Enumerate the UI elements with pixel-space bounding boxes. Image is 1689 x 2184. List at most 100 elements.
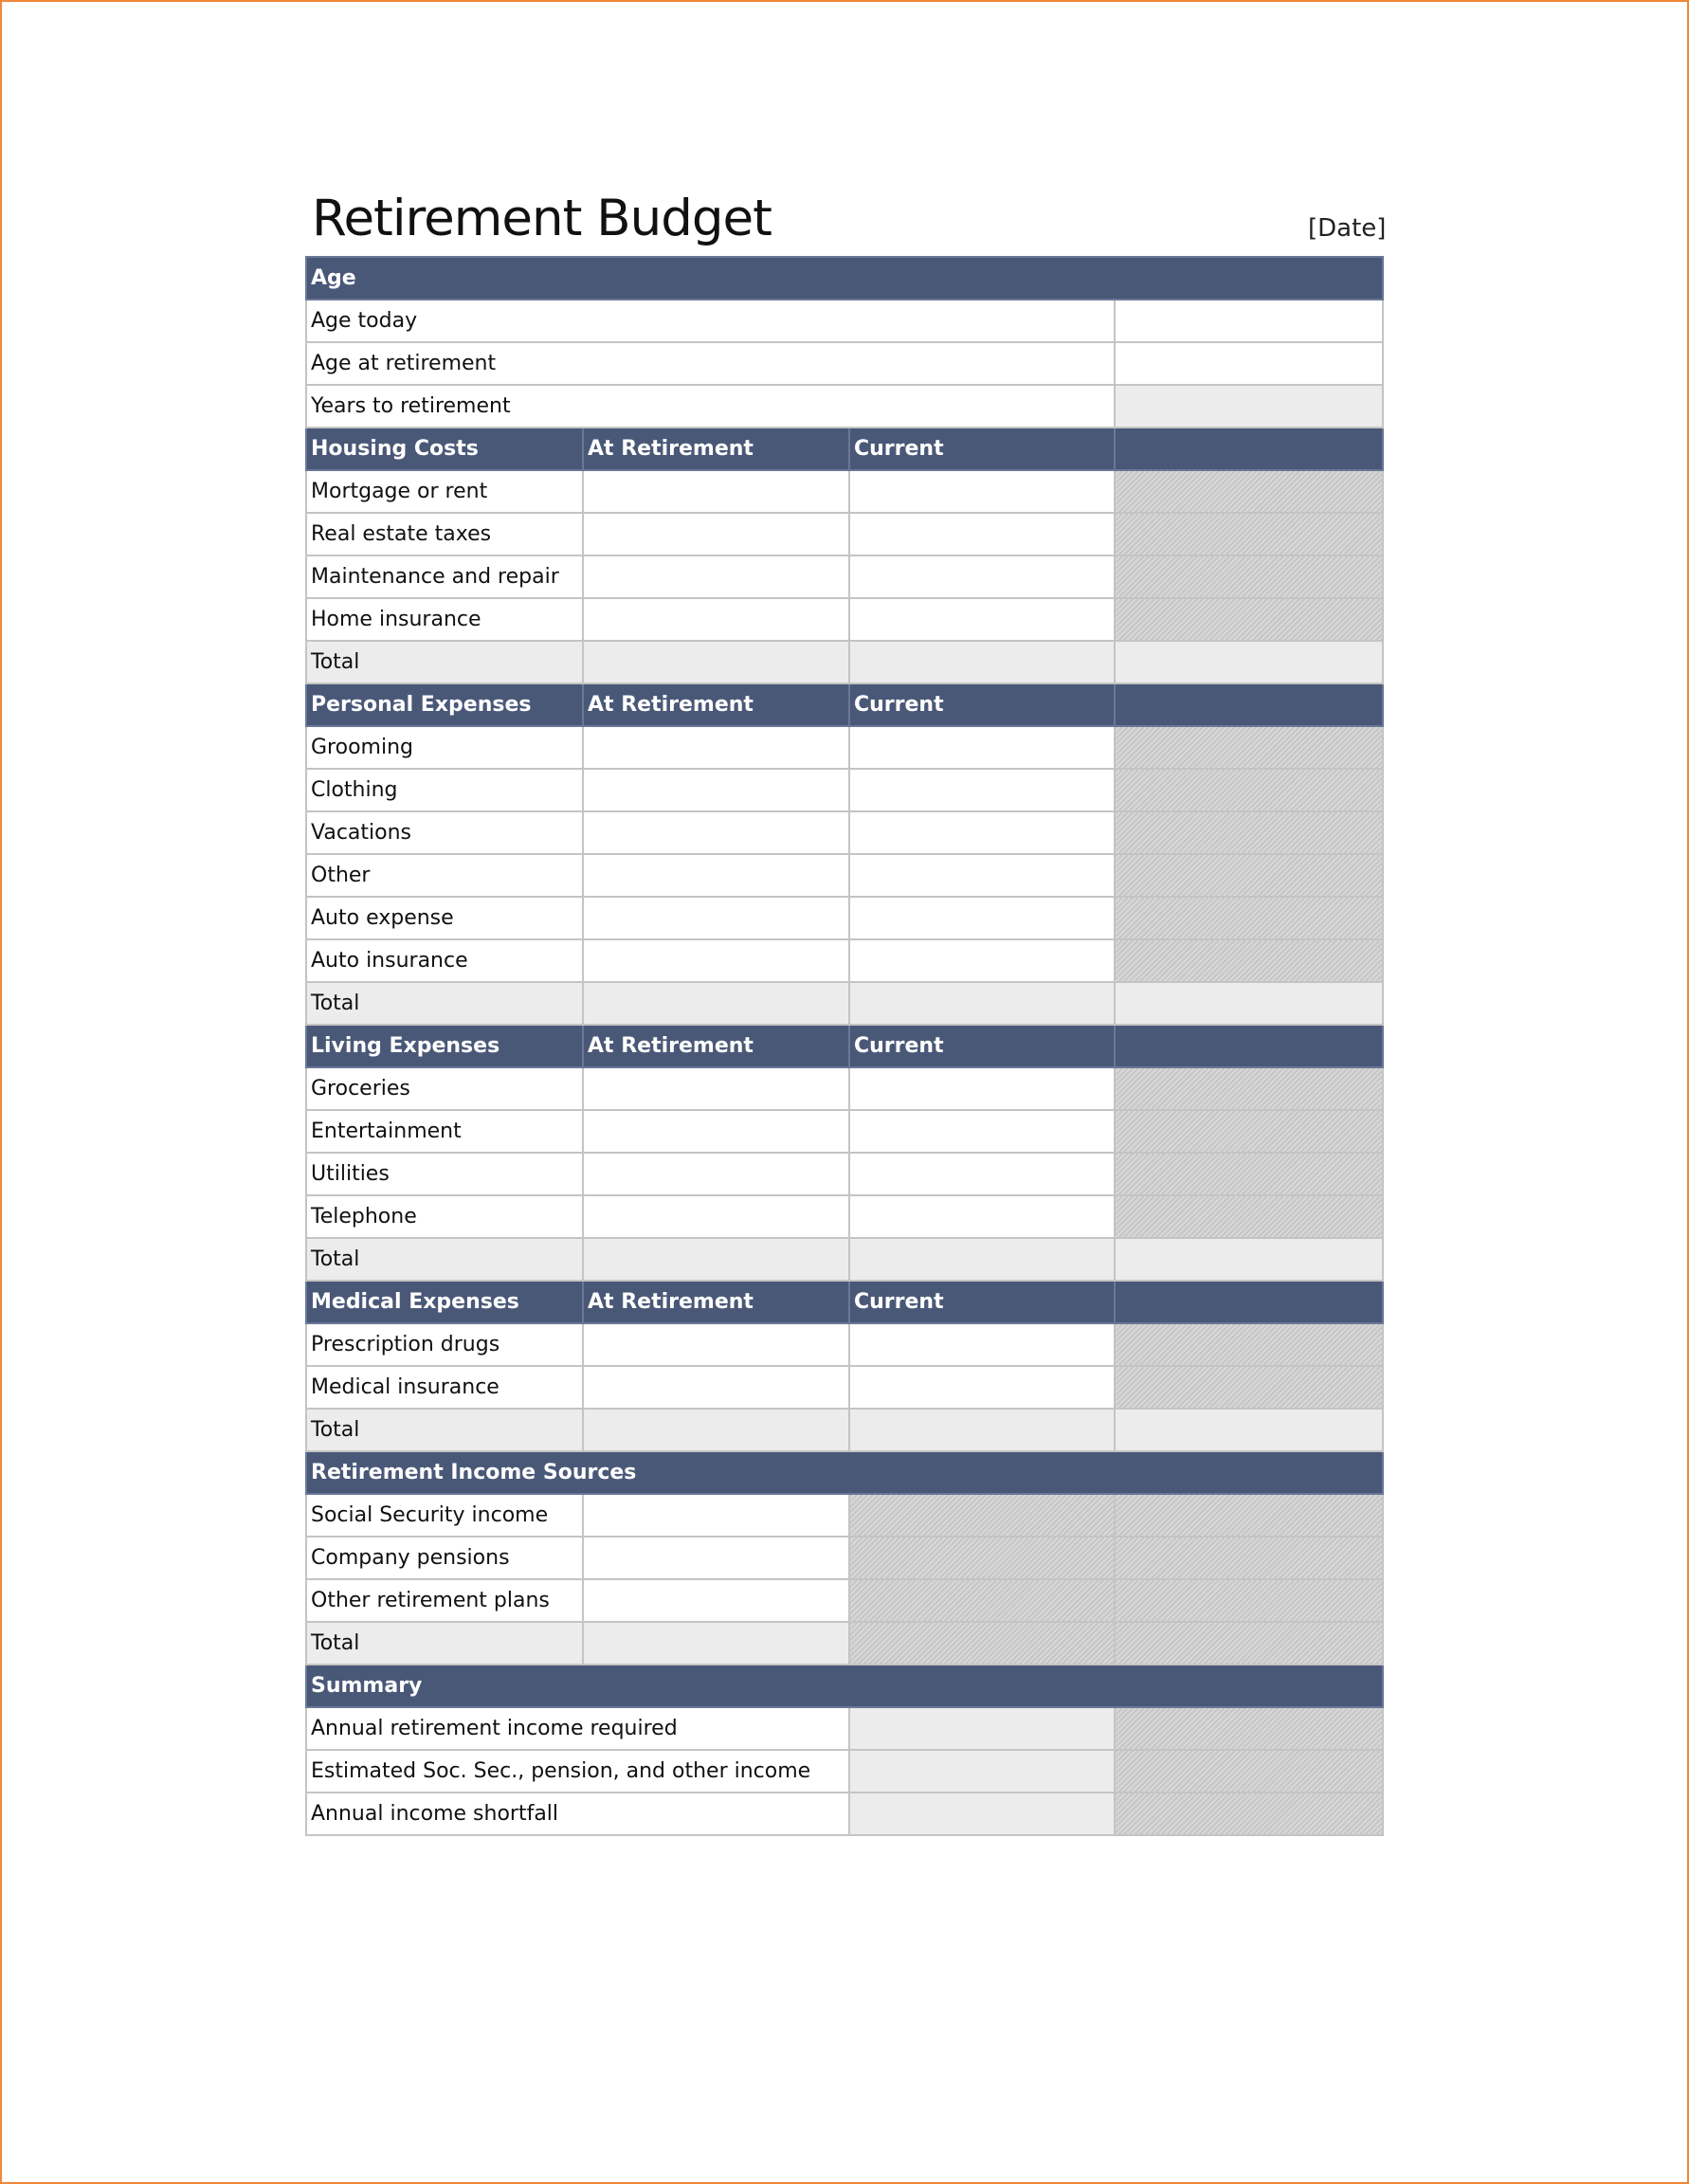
at-retirement-input[interactable] — [582, 853, 850, 898]
amount-input[interactable] — [582, 1578, 850, 1623]
hatched-cell — [1113, 1066, 1385, 1111]
row-label: Years to retirement — [305, 384, 1116, 428]
at-retirement-input[interactable] — [582, 512, 850, 556]
blank-cell — [1113, 981, 1385, 1026]
row-label: Utilities — [305, 1152, 584, 1196]
hatched-cell — [1113, 555, 1385, 599]
current-input[interactable] — [848, 555, 1116, 599]
at-retirement-input[interactable] — [582, 768, 850, 812]
total-row: Total — [305, 981, 1385, 1026]
at-retirement-input[interactable] — [582, 597, 850, 642]
total-row: Total — [305, 640, 1385, 684]
total-label: Total — [305, 1237, 584, 1282]
section-header: Age — [304, 256, 1385, 300]
column-header-current: Current — [848, 427, 1116, 471]
total-label: Total — [305, 981, 584, 1026]
current-input[interactable] — [848, 597, 1116, 642]
section-header: Summary — [304, 1664, 1385, 1708]
total-value — [582, 1621, 850, 1665]
total-current-value — [848, 1408, 1116, 1452]
hatched-cell — [848, 1536, 1116, 1580]
hatched-cell — [1113, 1109, 1385, 1154]
table-row: Other retirement plans — [305, 1578, 1385, 1623]
table-row: Age today — [305, 299, 1385, 343]
current-input[interactable] — [848, 810, 1116, 855]
at-retirement-input[interactable] — [582, 810, 850, 855]
section-title: Age — [304, 256, 1385, 300]
table-row: Auto expense — [305, 896, 1385, 940]
hatched-cell — [848, 1493, 1116, 1538]
section-header: Medical Expenses At Retirement Current — [305, 1280, 1385, 1324]
section-header: Living Expenses At Retirement Current — [305, 1024, 1385, 1068]
at-retirement-input[interactable] — [582, 1109, 850, 1154]
column-header-blank — [1113, 682, 1385, 727]
at-retirement-input[interactable] — [582, 1152, 850, 1196]
row-label: Other — [305, 853, 584, 898]
section-title: Housing Costs — [305, 427, 584, 471]
amount-input[interactable] — [582, 1536, 850, 1580]
row-label: Vacations — [305, 810, 584, 855]
current-input[interactable] — [848, 1322, 1116, 1367]
hatched-cell — [848, 1578, 1116, 1623]
table-row: Estimated Soc. Sec., pension, and other … — [305, 1749, 1385, 1793]
current-input[interactable] — [848, 768, 1116, 812]
table-row: Prescription drugs — [305, 1322, 1385, 1367]
current-input[interactable] — [848, 512, 1116, 556]
hatched-cell — [1113, 1194, 1385, 1239]
value-cell[interactable] — [1113, 299, 1385, 343]
row-label: Home insurance — [305, 597, 584, 642]
total-label: Total — [305, 1408, 584, 1452]
blank-cell — [1113, 1237, 1385, 1282]
table-row: Social Security income — [305, 1493, 1385, 1538]
hatched-cell — [1113, 1621, 1385, 1665]
value-cell[interactable] — [1113, 341, 1385, 386]
row-label: Prescription drugs — [305, 1322, 584, 1367]
at-retirement-input[interactable] — [582, 1066, 850, 1111]
current-input[interactable] — [848, 938, 1116, 983]
table-row: Annual retirement income required — [305, 1706, 1385, 1751]
current-input[interactable] — [848, 1066, 1116, 1111]
table-row: Clothing — [305, 768, 1385, 812]
row-label: Company pensions — [305, 1536, 584, 1580]
amount-input[interactable] — [582, 1493, 850, 1538]
row-label: Other retirement plans — [305, 1578, 584, 1623]
current-input[interactable] — [848, 725, 1116, 770]
at-retirement-input[interactable] — [582, 555, 850, 599]
at-retirement-input[interactable] — [582, 1365, 850, 1410]
table-row: Vacations — [305, 810, 1385, 855]
table-row: Telephone — [305, 1194, 1385, 1239]
calculated-value — [848, 1706, 1116, 1751]
current-input[interactable] — [848, 1109, 1116, 1154]
column-header-at-retirement: At Retirement — [582, 427, 850, 471]
date-field[interactable]: [Date] — [1308, 214, 1387, 243]
current-input[interactable] — [848, 469, 1116, 514]
current-input[interactable] — [848, 896, 1116, 940]
at-retirement-input[interactable] — [582, 896, 850, 940]
current-input[interactable] — [848, 1152, 1116, 1196]
table-row: Company pensions — [305, 1536, 1385, 1580]
column-header-at-retirement: At Retirement — [582, 1280, 850, 1324]
column-header-current: Current — [848, 1280, 1116, 1324]
at-retirement-input[interactable] — [582, 469, 850, 514]
current-input[interactable] — [848, 853, 1116, 898]
current-input[interactable] — [848, 1365, 1116, 1410]
hatched-cell — [1113, 1578, 1385, 1623]
at-retirement-input[interactable] — [582, 938, 850, 983]
total-label: Total — [305, 1621, 584, 1665]
hatched-cell — [1113, 1749, 1385, 1793]
current-input[interactable] — [848, 1194, 1116, 1239]
table-row: Home insurance — [305, 597, 1385, 642]
at-retirement-input[interactable] — [582, 1194, 850, 1239]
at-retirement-input[interactable] — [582, 1322, 850, 1367]
table-row: Grooming — [305, 725, 1385, 770]
table-row: Medical insurance — [305, 1365, 1385, 1410]
value-cell — [1113, 384, 1385, 428]
row-label: Medical insurance — [305, 1365, 584, 1410]
hatched-cell — [1113, 853, 1385, 898]
hatched-cell — [1113, 1536, 1385, 1580]
table-row: Utilities — [305, 1152, 1385, 1196]
row-label: Auto expense — [305, 896, 584, 940]
budget-table: Age Age today Age at retirement Years to re… — [304, 256, 1385, 1836]
at-retirement-input[interactable] — [582, 725, 850, 770]
total-value — [582, 640, 850, 684]
